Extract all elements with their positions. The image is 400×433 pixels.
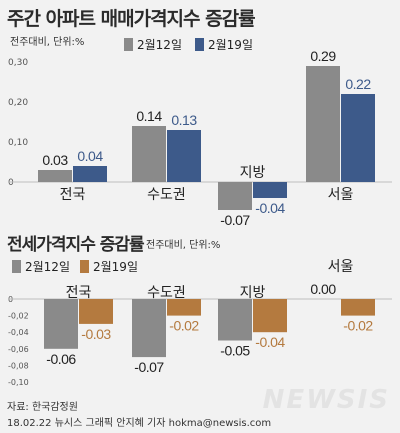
chart2-bar-수도권-2: [167, 299, 201, 316]
chart1-value-label: -0.04: [255, 200, 285, 216]
chart1-value-label: -0.07: [220, 212, 250, 228]
chart2-value-label: -0.05: [220, 343, 250, 359]
chart1-legend-item-2: 2월19일: [195, 36, 253, 53]
newsis-watermark: NEWSIS: [262, 385, 390, 415]
chart1-ytick: 0,30: [8, 58, 28, 68]
chart2-category-label: 서울: [328, 259, 354, 275]
legend-swatch-gray: [12, 260, 21, 273]
chart1-category-label: 지방: [240, 165, 266, 181]
chart2-bar-서울-2: [341, 299, 375, 316]
chart1-bar-서울-1: [306, 66, 340, 182]
chart1-value-label: 0.14: [136, 108, 162, 124]
chart1-category-label: 수도권: [147, 187, 186, 203]
chart2-value-label: -0.02: [169, 318, 199, 334]
chart1-value-label: 0.22: [345, 76, 371, 92]
chart2-ytick: -0,04: [8, 328, 29, 337]
chart1-value-label: 0.13: [171, 112, 197, 128]
chart2-value-label: -0.02: [343, 318, 373, 334]
chart1-bar-지방-1: [218, 182, 252, 210]
chart1-category-label: 전국: [60, 187, 86, 203]
legend-swatch-orange: [80, 260, 89, 273]
legend-label: 2월12일: [25, 260, 70, 274]
legend-swatch-navy: [195, 38, 204, 51]
chart2-value-label: 0.00: [310, 281, 336, 297]
chart2-category-label: 수도권: [147, 285, 186, 301]
chart1-legend-item-1: 2월12일: [124, 36, 182, 53]
chart2-value-label: -0.06: [46, 351, 76, 367]
chart2-value-label: -0.04: [255, 334, 285, 350]
chart1-ytick: 0,20: [8, 98, 28, 108]
chart2-ytick: -0,08: [8, 361, 29, 370]
chart2-subtitle: 전주대비, 단위:%: [146, 240, 221, 251]
chart2-value-label: -0.03: [81, 326, 111, 342]
chart2-ytick: -0,06: [8, 345, 29, 354]
chart2-bar-전국-1: [44, 299, 78, 349]
chart1-ytick: 0: [8, 178, 14, 188]
chart1-bar-전국-1: [38, 170, 72, 182]
chart1-bar-지방-2: [253, 182, 287, 198]
chart1-value-label: 0.29: [310, 48, 336, 64]
footer-credit: 18.02.22 뉴시스 그래픽 안지혜 기자 hokma@newsis.com: [7, 418, 272, 429]
chart2-bar-지방-1: [218, 299, 252, 341]
chart2-ytick: -0,02: [8, 312, 29, 321]
legend-swatch-gray: [124, 38, 133, 51]
chart2-bar-전국-2: [79, 299, 113, 324]
chart1-bar-전국-2: [73, 166, 107, 182]
legend-label: 2월19일: [208, 38, 253, 52]
chart1-value-label: 0.04: [77, 148, 103, 164]
chart2-category-label: 전국: [66, 285, 92, 301]
chart1-ytick: 0,10: [8, 138, 28, 148]
chart2-title: 전세가격지수 증감률: [7, 235, 145, 255]
chart1-bar-서울-2: [341, 94, 375, 182]
chart2-category-label: 지방: [240, 285, 266, 301]
chart1-subtitle: 전주대비, 단위:%: [10, 37, 85, 48]
chart2-ytick: -0,10: [8, 378, 29, 387]
chart2-bar-지방-2: [253, 299, 287, 333]
chart1-category-label: 서울: [328, 187, 354, 203]
legend-label: 2월19일: [93, 260, 138, 274]
chart2-legend-item-2: 2월19일: [80, 258, 138, 275]
chart2-value-label: -0.07: [134, 359, 164, 375]
chart1-bar-수도권-1: [132, 126, 166, 182]
chart1-bar-수도권-2: [167, 130, 201, 182]
chart1-value-label: 0.03: [42, 152, 68, 168]
chart2-bar-수도권-1: [132, 299, 166, 358]
chart2-legend-item-1: 2월12일: [12, 258, 70, 275]
legend-label: 2월12일: [137, 38, 182, 52]
chart1-title: 주간 아파트 매매가격지수 증감률: [7, 8, 256, 30]
footer-source: 자료: 한국감정원: [7, 402, 78, 413]
